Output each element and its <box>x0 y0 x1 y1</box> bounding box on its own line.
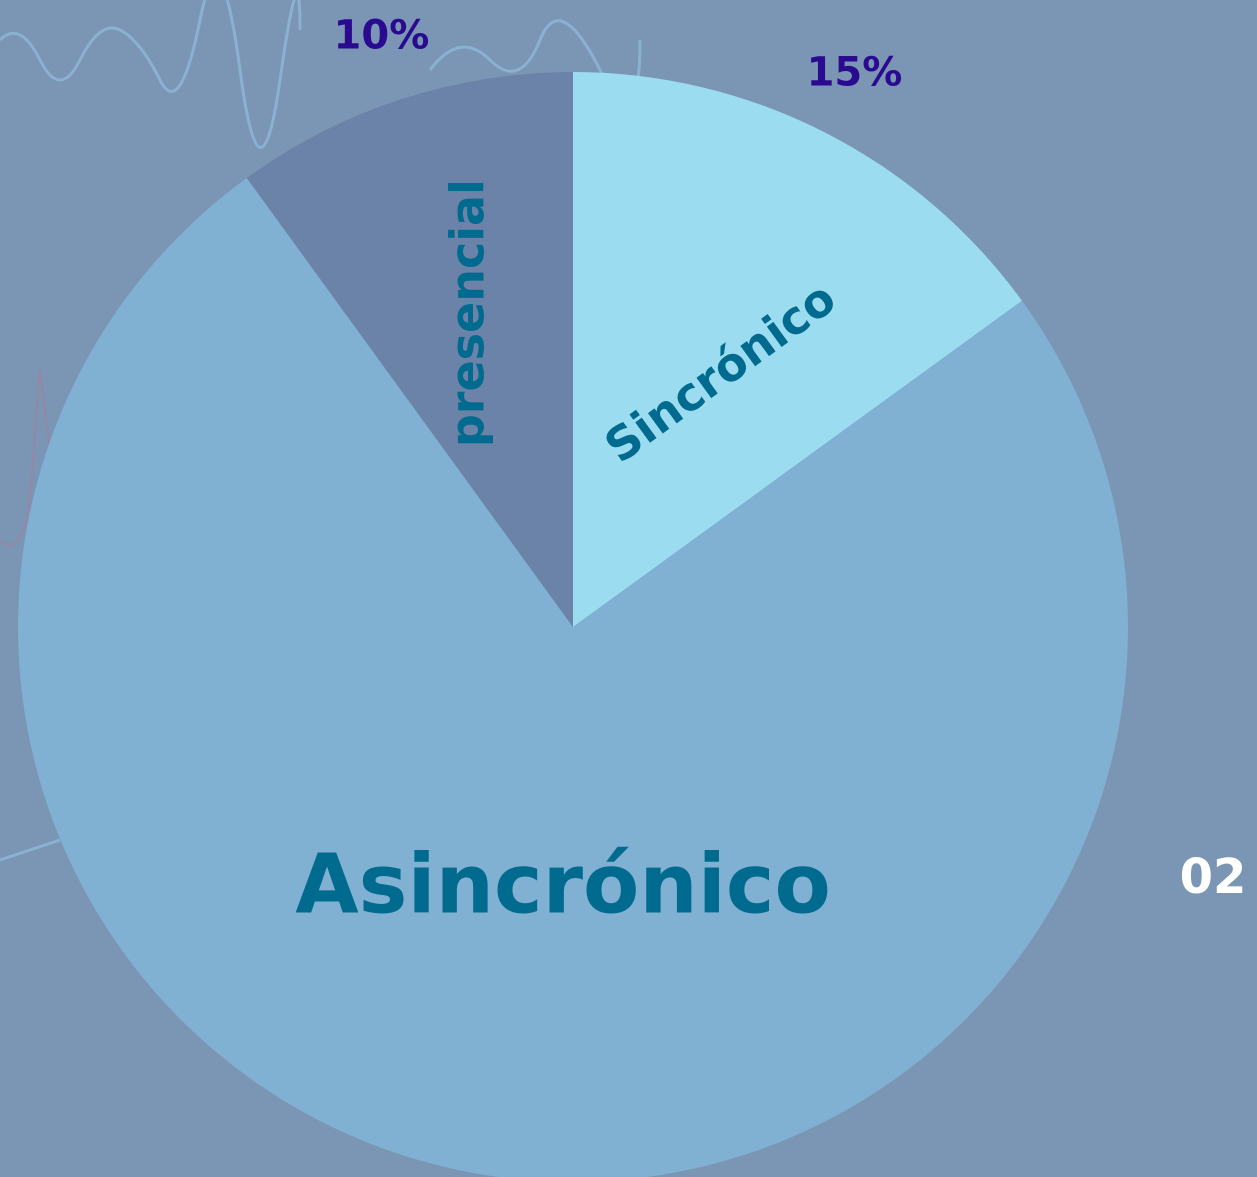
page-number: 02 <box>1180 849 1247 905</box>
value-label: 15% <box>807 50 903 96</box>
chart: 02 Sincrónico15%Asincrónicopresencial10% <box>0 0 1257 1177</box>
slice-label: presencial <box>441 179 495 447</box>
value-label: 10% <box>334 12 430 58</box>
page: 02 Sincrónico15%Asincrónicopresencial10%… <box>0 0 1257 1177</box>
slice-label: Asincrónico <box>295 837 831 932</box>
